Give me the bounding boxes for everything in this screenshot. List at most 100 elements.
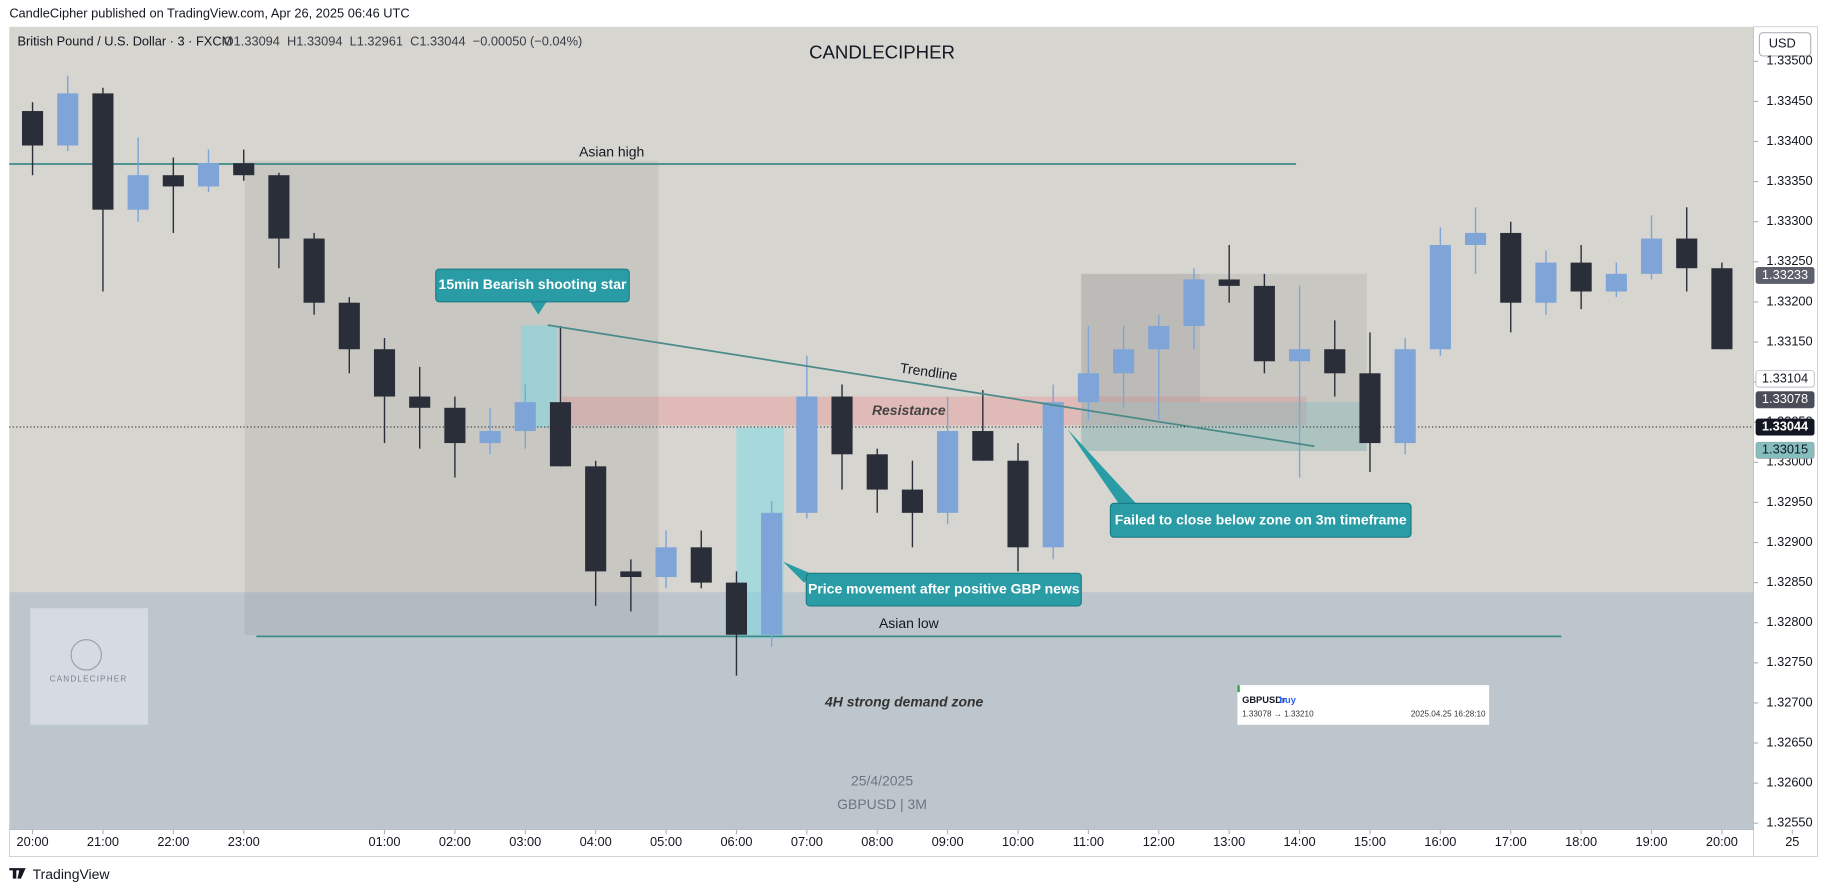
time-axis	[9, 829, 1754, 857]
trade-flag	[1237, 685, 1240, 693]
candle-body	[197, 163, 220, 187]
candle-body	[127, 175, 149, 210]
price-badge-label: 1.33233	[1762, 267, 1808, 282]
price-badge	[1755, 267, 1815, 284]
candle-body	[725, 582, 748, 635]
price-axis	[1753, 26, 1818, 857]
candle-body	[1464, 232, 1487, 245]
candle-body	[1042, 402, 1064, 548]
currency: USD	[1769, 36, 1796, 51]
trade-box	[1237, 685, 1490, 725]
chart-title: CANDLECIPHER	[809, 42, 955, 63]
y-tick-label: 1.33500	[1766, 53, 1812, 68]
x-tick-label: 04:00	[580, 834, 612, 849]
candle-body	[162, 175, 184, 187]
candle-body	[514, 402, 536, 432]
candle-body	[1113, 349, 1135, 374]
axes: 1.32550 1.32600 1.32650 1.32700 1.32750 1.328…	[17, 53, 1815, 849]
candle-body	[655, 547, 677, 578]
callout-text: 15min Bearish shooting star	[439, 276, 627, 292]
zone-box	[1081, 402, 1367, 451]
x-tick-label: 21:00	[87, 834, 119, 849]
x-tick-label: 25	[1785, 834, 1799, 849]
x-tick-label: 06:00	[720, 834, 752, 849]
candle-body	[866, 454, 888, 490]
candle-body	[1394, 349, 1416, 444]
price-badge	[1755, 370, 1815, 388]
candle-body	[303, 238, 325, 303]
candle-body	[1324, 349, 1346, 374]
x-tick-label: 20:00	[17, 834, 49, 849]
trade-side: buy	[1279, 695, 1296, 705]
y-tick-label: 1.33200	[1766, 293, 1812, 308]
price-badge-label: 1.33015	[1762, 442, 1808, 457]
y-tick-label: 1.33400	[1766, 133, 1812, 148]
x-tick-label: 18:00	[1565, 834, 1597, 849]
candle-body	[972, 431, 994, 461]
x-tick-label: 17:00	[1495, 834, 1527, 849]
symbol: British Pound / U.S. Dollar · 3 · FXCM	[17, 33, 232, 48]
marks	[9, 75, 1754, 676]
candle-body	[1148, 325, 1170, 350]
candle-body	[1289, 349, 1311, 362]
brand-logo	[9, 868, 26, 879]
x-tick-label: 05:00	[650, 834, 682, 849]
x-tick-label: 19:00	[1636, 834, 1668, 849]
x-tick-label: 23:00	[228, 834, 260, 849]
logo-box	[30, 608, 148, 725]
x-tick-label: 16:00	[1424, 834, 1456, 849]
candle-body	[268, 175, 290, 239]
x-tick-label: 08:00	[861, 834, 893, 849]
candle-body	[1253, 285, 1275, 362]
x-tick-label: 10:00	[1002, 834, 1034, 849]
candle-body	[1429, 244, 1451, 350]
x-tick-label: 13:00	[1213, 834, 1245, 849]
candle-body	[1007, 460, 1029, 548]
candle-body	[1183, 279, 1205, 326]
candle-body	[233, 163, 255, 176]
currency-box	[1758, 32, 1812, 57]
x-tick-label: 11:00	[1073, 834, 1104, 849]
callout	[1109, 502, 1412, 538]
candle-body	[796, 396, 818, 513]
candle-body	[1570, 262, 1592, 292]
level-label: Asian high	[579, 143, 644, 159]
candle-body	[1640, 238, 1663, 274]
callout-pointer	[530, 301, 547, 315]
zone-label: Resistance	[872, 402, 946, 418]
trade-time: 2025.04.25 16:28:10	[1411, 709, 1486, 718]
published-note: CandleCipher published on TradingView.co…	[9, 5, 409, 20]
trendline-label: Trendline	[899, 360, 959, 384]
y-tick-label: 1.32650	[1766, 734, 1812, 749]
candle-body	[1077, 373, 1099, 403]
callout	[805, 572, 1082, 607]
y-tick-label: 1.32600	[1766, 775, 1812, 790]
y-tick-label: 1.33350	[1766, 173, 1812, 188]
y-tick-label: 1.33150	[1766, 333, 1812, 348]
zone-label: 4H strong demand zone	[824, 693, 984, 709]
y-tick-label: 1.33450	[1766, 93, 1812, 108]
x-tick-label: 02:00	[439, 834, 471, 849]
price-badge-label: 1.33104	[1762, 370, 1808, 385]
price-badge-label: 1.33078	[1762, 391, 1808, 406]
x-tick-label: 14:00	[1284, 834, 1316, 849]
footnote: 25/4/2025	[851, 773, 913, 789]
y-tick-label: 1.32800	[1766, 614, 1812, 629]
trendline	[547, 324, 1315, 448]
candle-body	[937, 431, 959, 513]
candle-body	[21, 111, 44, 146]
candle-body	[479, 431, 501, 444]
candle-body	[1711, 268, 1733, 350]
candle-body	[901, 489, 923, 513]
candle-body	[373, 349, 396, 397]
y-tick-label: 1.32550	[1766, 815, 1812, 830]
x-tick-label: 12:00	[1143, 834, 1175, 849]
x-tick-label: 09:00	[932, 834, 964, 849]
x-tick-label: 22:00	[157, 834, 189, 849]
x-tick-label: 03:00	[509, 834, 541, 849]
candle-body	[549, 402, 572, 467]
brand: TradingView	[33, 866, 111, 882]
y-tick-label: 1.32850	[1766, 574, 1812, 589]
